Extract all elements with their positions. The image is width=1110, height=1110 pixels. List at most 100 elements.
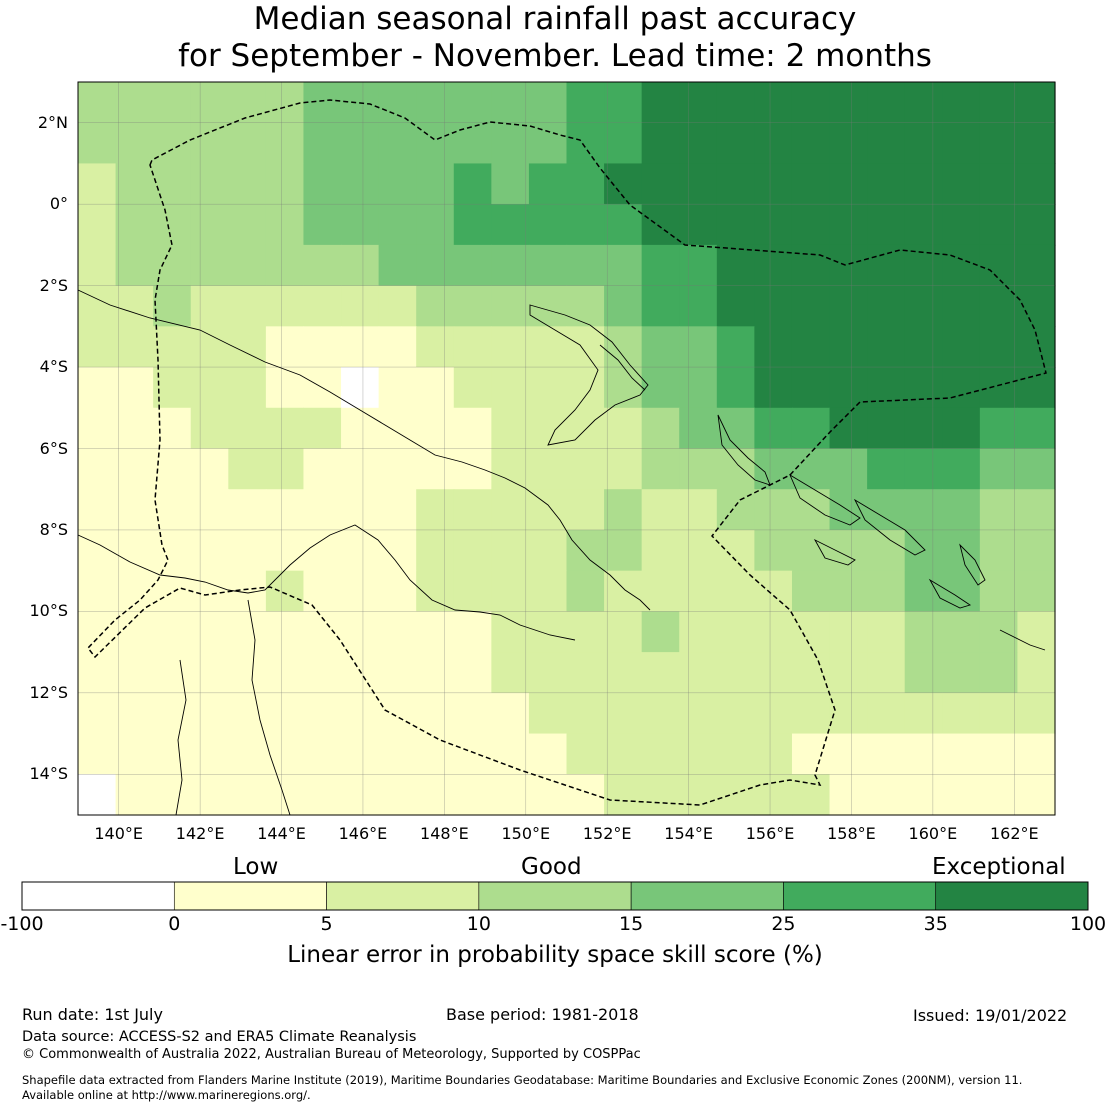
- skill-cell: [115, 652, 154, 694]
- skill-cell: [679, 367, 718, 409]
- skill-cell: [829, 367, 868, 409]
- skill-cell: [153, 285, 192, 327]
- skill-cell: [265, 652, 305, 694]
- coastline-new-ireland: [599, 344, 646, 391]
- skill-cell: [979, 570, 1019, 612]
- skill-cell: [190, 611, 229, 653]
- skill-cell: [829, 244, 868, 287]
- longitude-tick-label: 148°E: [420, 824, 469, 843]
- skill-cell: [791, 448, 831, 490]
- skill-cell: [341, 611, 380, 653]
- skill-cell: [679, 326, 718, 368]
- skill-cell: [604, 407, 643, 450]
- skill-cell: [341, 122, 380, 165]
- skill-cell: [378, 611, 417, 653]
- skill-cell: [1017, 122, 1056, 165]
- colorbar-bin: [21, 881, 175, 911]
- skill-cell: [416, 611, 455, 653]
- skill-cell: [641, 407, 680, 450]
- skill-cell: [303, 652, 342, 694]
- skill-cell: [979, 204, 1019, 246]
- skill-cell: [78, 367, 117, 409]
- colorbar-bin: [630, 881, 784, 911]
- skill-cell: [416, 326, 455, 368]
- skill-cell: [716, 692, 755, 735]
- skill-cell: [604, 326, 643, 368]
- skill-cell: [904, 448, 943, 490]
- colorbar-tick-label: 5: [320, 913, 333, 935]
- skill-cell: [453, 692, 492, 735]
- skill-cell: [228, 82, 267, 124]
- skill-cell: [528, 652, 568, 694]
- skill-cell: [867, 367, 906, 409]
- coastline-solomons-3: [813, 538, 856, 566]
- skill-cell: [115, 244, 154, 287]
- skill-cell: [78, 692, 117, 735]
- skill-cell: [791, 204, 831, 246]
- skill-cell: [867, 774, 906, 816]
- skill-cell: [904, 285, 943, 327]
- skill-cell: [378, 529, 417, 572]
- skill-cell: [265, 204, 305, 246]
- skill-cell: [341, 326, 380, 368]
- skill-cell: [528, 611, 568, 653]
- skill-cell: [791, 692, 831, 735]
- skill-cell: [265, 570, 305, 612]
- skill-cell: [754, 448, 793, 490]
- skill-cell: [942, 733, 981, 775]
- skill-cell: [453, 448, 492, 490]
- coastline-solomons-2: [853, 498, 926, 556]
- skill-cell: [265, 285, 305, 327]
- skill-cell: [453, 122, 492, 165]
- skill-cell: [791, 82, 831, 124]
- skill-cell: [491, 367, 530, 409]
- skill-cell: [904, 244, 943, 287]
- skill-cell: [791, 407, 831, 450]
- coastline-new-guinea-south: [77, 524, 576, 641]
- longitude-tick-label: 150°E: [501, 824, 551, 843]
- skill-cell: [679, 652, 718, 694]
- skill-cell: [303, 204, 342, 246]
- colorbar-tick-label: 10: [466, 913, 491, 935]
- skill-cell: [604, 122, 643, 165]
- skill-cell: [867, 448, 906, 490]
- skill-cell: [679, 570, 718, 612]
- skill-cell: [679, 122, 718, 165]
- skill-cell: [378, 82, 417, 124]
- latitude-tick-label: 8°S: [39, 519, 68, 539]
- skill-cell: [754, 367, 793, 409]
- skill-cell: [491, 489, 530, 531]
- skill-cell: [78, 611, 117, 653]
- skill-cell: [716, 122, 755, 165]
- skill-cell: [679, 611, 718, 653]
- skill-cell: [491, 285, 530, 327]
- skill-cell: [528, 163, 568, 205]
- skill-cell: [716, 82, 755, 124]
- skill-cell: [491, 692, 530, 735]
- skill-cell: [453, 326, 492, 368]
- skill-cell: [979, 244, 1019, 287]
- skill-cell: [904, 407, 943, 450]
- skill-cell: [265, 529, 305, 572]
- skill-cell: [341, 367, 380, 409]
- skill-cell: [754, 204, 793, 246]
- skill-cell: [378, 774, 417, 816]
- skill-cell: [566, 367, 605, 409]
- longitude-tick-label: 156°E: [745, 824, 795, 843]
- skill-cell: [867, 244, 906, 287]
- skill-cell: [341, 570, 380, 612]
- skill-cell: [528, 448, 568, 490]
- skill-cell: [1017, 652, 1056, 694]
- skill-cell: [228, 692, 267, 735]
- colorbar-tick-label: -100: [0, 913, 44, 935]
- skill-cell: [942, 285, 981, 327]
- skill-cell: [716, 163, 755, 205]
- coastline-new-britain: [529, 304, 649, 446]
- skill-cell: [566, 529, 605, 572]
- skill-cell: [979, 367, 1019, 409]
- skill-cell: [190, 489, 229, 531]
- skill-cell: [416, 652, 455, 694]
- skill-cell: [604, 652, 643, 694]
- skill-cell: [416, 367, 455, 409]
